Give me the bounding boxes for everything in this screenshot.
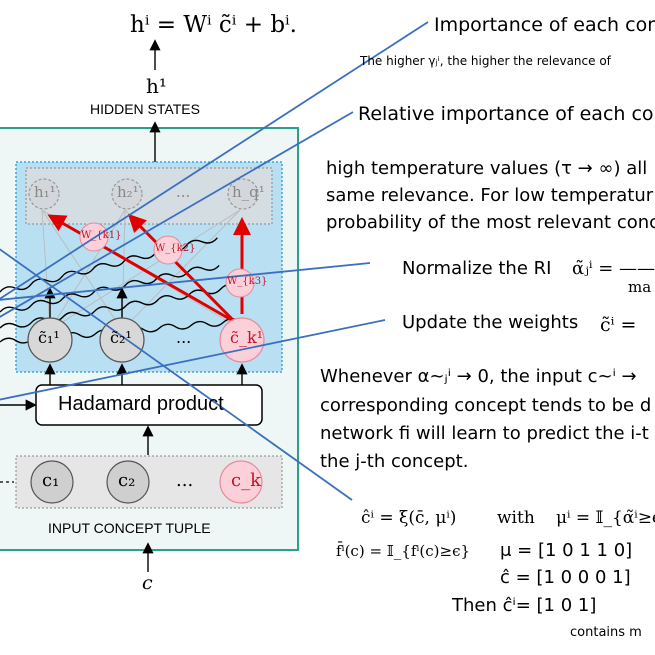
hadamard-label: Hadamard product	[58, 393, 224, 415]
contains-note: contains m	[570, 625, 642, 640]
input-node-label-1: c₁	[42, 470, 60, 491]
concept-node-label-2: c̃₂¹	[110, 328, 132, 347]
h1-label: h¹	[146, 74, 167, 98]
input-node-label-2: c₂	[118, 470, 136, 491]
hidden-node-label-dots: ...	[176, 183, 191, 201]
input-node-1	[30, 460, 74, 504]
top-formula: hⁱ = Wⁱ c̃ⁱ + bⁱ.	[130, 12, 297, 38]
hidden-node-1	[28, 178, 60, 210]
temperature-line-1: high temperature values (τ → ∞) all	[326, 158, 648, 179]
pointer-lines	[0, 21, 429, 501]
chat-vector: ĉ = [1 0 0 0 1]	[500, 567, 631, 588]
hidden-node-label-1: h₁¹	[34, 183, 56, 201]
mu-formula: μⁱ = 𝕀_{α̃ⁱ≥ϵ	[556, 508, 655, 528]
then-vector: Then ĉⁱ= [1 0 1]	[452, 595, 597, 616]
concept-node-1	[27, 317, 73, 363]
importance-title: Importance of each conc	[434, 14, 655, 36]
relative-title: Relative importance of each conc	[358, 103, 655, 125]
hidden-node-q	[227, 178, 259, 210]
input-node-label-k: c_k	[231, 470, 261, 491]
temperature-line-3: probability of the most relevant conc	[326, 212, 655, 233]
input-tuple-label: INPUT CONCEPT TUPLE	[48, 520, 211, 536]
whenever-line-2: corresponding concept tends to be d	[320, 395, 652, 416]
with-word: with	[497, 508, 535, 528]
hidden-node-label-2: h₂¹	[117, 183, 139, 201]
input-nodes	[30, 460, 263, 504]
concept-node-label-k: c̃_k¹	[230, 328, 264, 347]
whenever-line-3: network fi will learn to predict the i-t	[320, 423, 649, 444]
normalize-denominator: ma	[628, 278, 652, 296]
xi-formula: ĉⁱ = ξ(c̄, μⁱ)	[361, 508, 457, 528]
concept-node-label-1: c̃₁¹	[38, 328, 60, 347]
weight-label-2: W_{k2}	[155, 243, 196, 254]
input-node-2	[106, 460, 150, 504]
input-node-label-dots: ...	[176, 470, 194, 491]
importance-note: The higher γⱼⁱ, the higher the relevance…	[360, 54, 611, 68]
hidden-node-2	[111, 178, 143, 210]
c-label: c	[142, 572, 153, 594]
temperature-line-2: same relevance. For low temperatur	[326, 185, 654, 206]
f-formula: f̄ⁱ(c) = 𝕀_{fⁱ(c)≥ϵ}	[336, 542, 471, 560]
weight-label-3: W_{k3}	[227, 276, 268, 287]
hidden-states-label: HIDDEN STATES	[90, 101, 200, 117]
update-label: Update the weights	[402, 312, 579, 333]
normalize-formula: α̃ⱼⁱ = ———	[572, 258, 655, 279]
update-formula: c̃ⁱ =	[600, 314, 637, 336]
hidden-node-label-q: h_q¹	[232, 183, 265, 201]
normalize-label: Normalize the RI	[402, 258, 552, 279]
weight-circle-2	[153, 235, 183, 265]
mu-vector: μ = [1 0 1 1 0]	[500, 540, 633, 561]
weight-label-1: W_{k1}	[81, 230, 122, 241]
concept-node-label-dots: ...	[176, 328, 192, 347]
whenever-line-4: the j-th concept.	[320, 451, 469, 472]
input-node-k	[219, 460, 263, 504]
whenever-line-1: Whenever α~ⱼⁱ → 0, the input c~ⁱ →	[320, 366, 637, 387]
hidden-nodes	[28, 178, 259, 210]
